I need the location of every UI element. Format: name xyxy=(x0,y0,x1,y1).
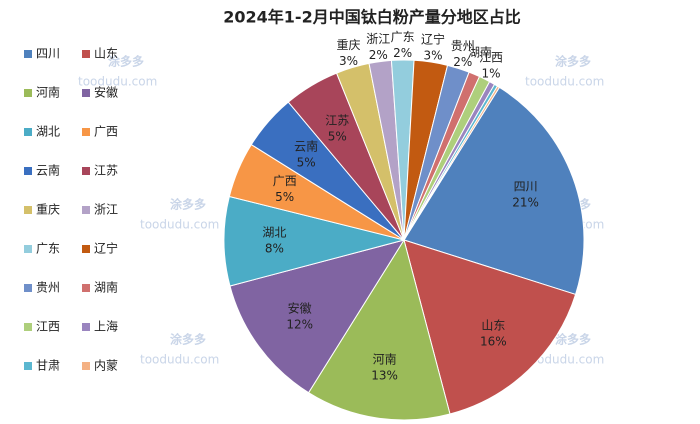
watermark-brand: 涂多多 xyxy=(170,332,206,347)
slice-value: 5% xyxy=(328,129,347,143)
slice-label: 湖南 xyxy=(468,45,492,60)
slice-value: 2% xyxy=(393,46,412,60)
legend-label: 上海 xyxy=(94,319,118,334)
slice-label: 河南 xyxy=(373,352,397,367)
legend-swatch xyxy=(24,167,32,175)
legend-swatch xyxy=(24,362,32,370)
legend-label: 山东 xyxy=(94,47,118,61)
chart-title: 2024年1-2月中国钛白粉产量分地区占比 xyxy=(223,8,520,27)
legend-swatch xyxy=(24,128,32,136)
legend-swatch xyxy=(82,50,90,58)
slice-label: 广东 xyxy=(391,30,415,44)
slice-label: 安徽 xyxy=(288,300,312,315)
legend-swatch xyxy=(82,89,90,97)
legend-label: 重庆 xyxy=(36,203,60,217)
pie-slice xyxy=(403,85,501,241)
legend-label: 内蒙 xyxy=(94,359,118,373)
slice-value: 3% xyxy=(424,48,443,62)
legend-label: 湖南 xyxy=(94,280,118,295)
legend-label: 贵州 xyxy=(36,281,60,295)
legend-label: 河南 xyxy=(36,85,60,100)
legend-swatch xyxy=(82,167,90,175)
slice-value: 3% xyxy=(339,54,358,68)
legend-label: 四川 xyxy=(36,47,60,61)
slice-value: 2% xyxy=(453,55,472,69)
watermark-site: toodudu.com xyxy=(140,218,219,232)
watermark-brand: 涂多多 xyxy=(555,332,591,347)
slice-label: 江西 xyxy=(479,51,503,65)
slice-value: 1% xyxy=(482,67,501,81)
watermark-brand: 涂多多 xyxy=(170,197,206,212)
slice-label: 辽宁 xyxy=(421,31,445,46)
legend-swatch xyxy=(24,245,32,253)
slice-value: 13% xyxy=(371,369,398,383)
slice-label: 江苏 xyxy=(325,113,349,127)
legend-swatch xyxy=(24,206,32,214)
legend-label: 云南 xyxy=(36,163,60,178)
legend-swatch xyxy=(82,206,90,214)
legend-label: 广西 xyxy=(94,125,118,139)
slice-label: 贵州 xyxy=(451,39,475,53)
pie-slice xyxy=(403,239,577,415)
slice-value: 12% xyxy=(286,317,313,331)
slice-label: 广西 xyxy=(273,174,297,188)
legend-swatch xyxy=(82,245,90,253)
slice-value: 5% xyxy=(297,155,316,169)
legend-swatch xyxy=(82,323,90,331)
slice-value: 8% xyxy=(265,241,284,255)
watermark-site: toodudu.com xyxy=(140,353,219,367)
slice-label: 重庆 xyxy=(336,38,360,52)
pie-slice xyxy=(223,195,405,287)
slice-label: 浙江 xyxy=(366,32,390,46)
legend-swatch xyxy=(24,89,32,97)
pie-slice xyxy=(403,86,585,296)
slice-label: 云南 xyxy=(294,138,318,153)
legend-label: 浙江 xyxy=(94,203,118,217)
legend-label: 湖北 xyxy=(36,124,60,139)
slice-value: 16% xyxy=(480,334,507,348)
pie-slice xyxy=(229,239,406,394)
legend-swatch xyxy=(24,50,32,58)
legend-swatch xyxy=(82,284,90,292)
slice-value: 5% xyxy=(275,190,294,204)
watermark-site: toodudu.com xyxy=(525,75,604,89)
watermark-brand: 涂多多 xyxy=(555,54,591,69)
slice-label: 湖北 xyxy=(262,224,286,239)
slice-value: 2% xyxy=(369,48,388,62)
legend-label: 辽宁 xyxy=(94,241,118,256)
legend-label: 甘肃 xyxy=(36,359,60,373)
slice-label: 山东 xyxy=(481,318,505,332)
legend-label: 江西 xyxy=(36,320,60,334)
slice-value: 21% xyxy=(512,196,539,210)
slice-label: 四川 xyxy=(514,180,538,194)
legend-label: 江苏 xyxy=(94,164,118,178)
legend-swatch xyxy=(82,362,90,370)
legend-label: 广东 xyxy=(36,242,60,256)
watermark-site: toodudu.com xyxy=(525,353,604,367)
pie-slice xyxy=(307,238,451,421)
legend-label: 安徽 xyxy=(94,85,118,100)
watermark-site: toodudu.com xyxy=(78,75,157,89)
legend-swatch xyxy=(82,128,90,136)
watermark-brand: 涂多多 xyxy=(108,54,144,69)
legend-swatch xyxy=(24,284,32,292)
legend-swatch xyxy=(24,323,32,331)
